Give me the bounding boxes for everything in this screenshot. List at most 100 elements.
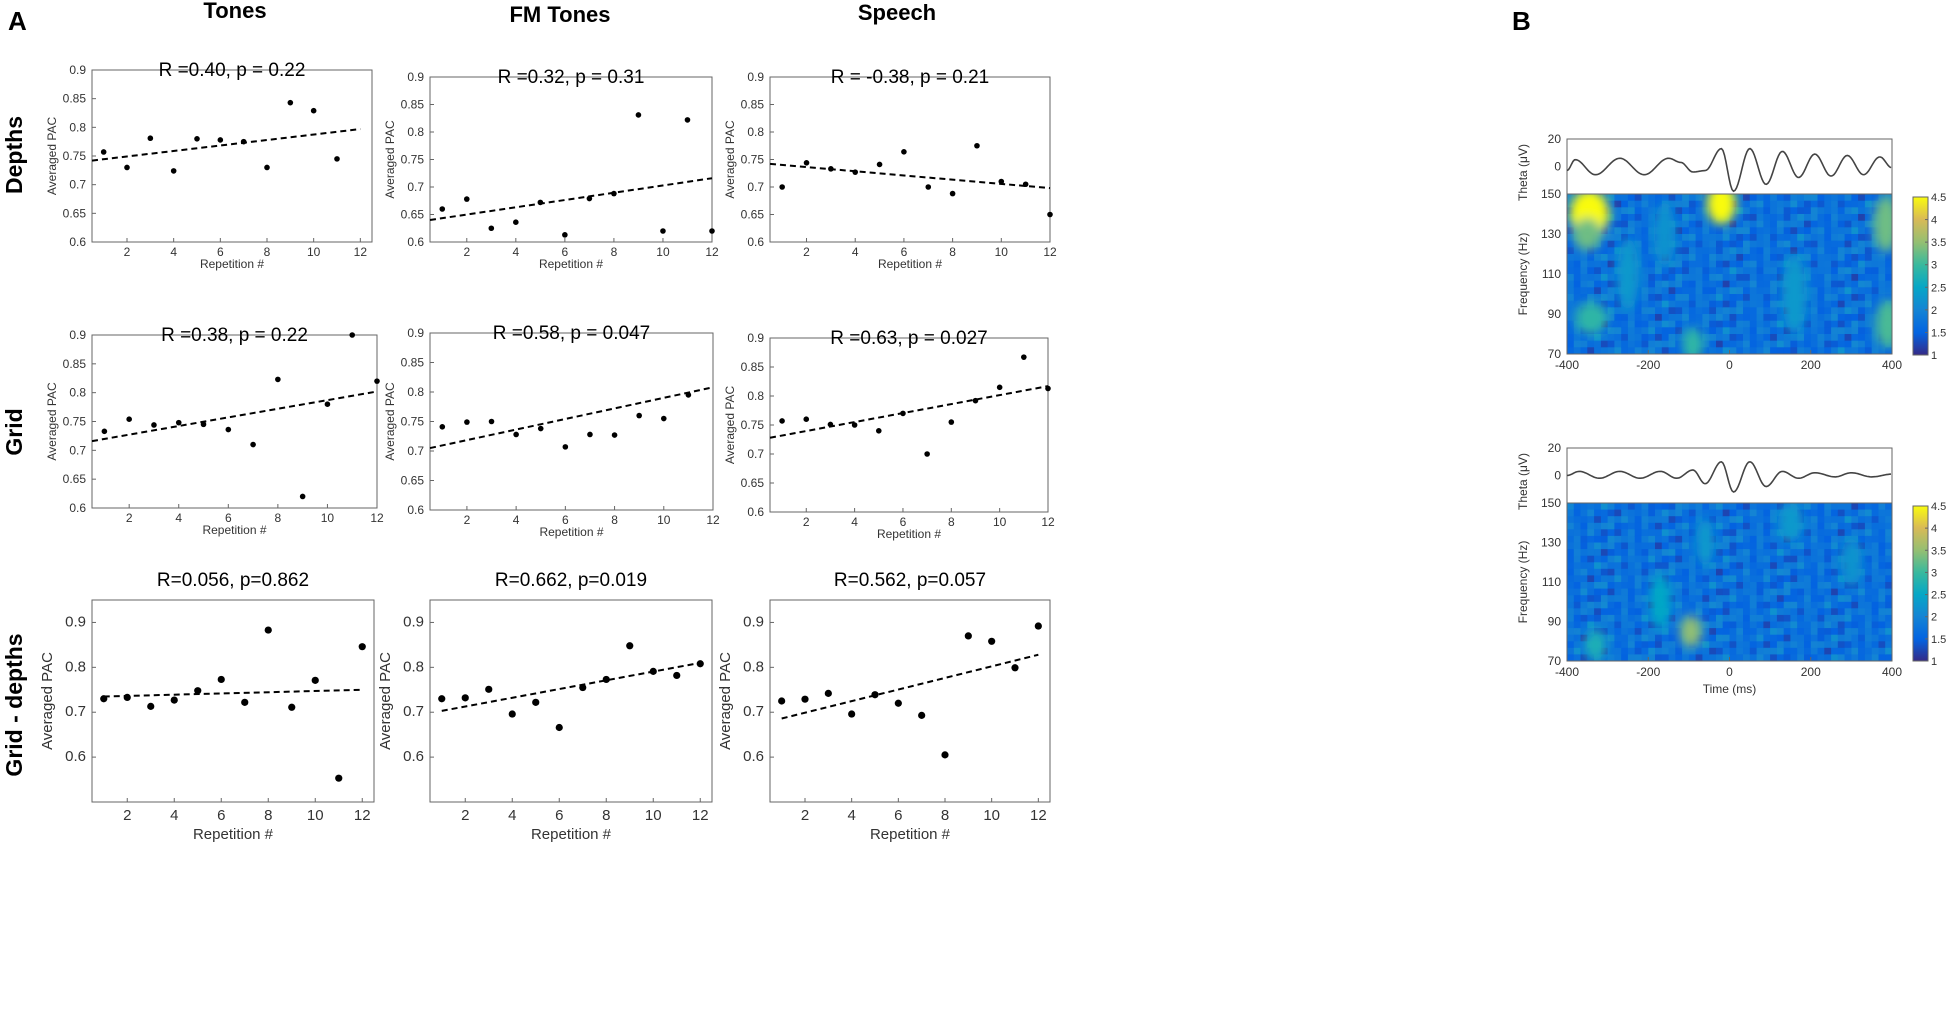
spectrogram-cell bbox=[1851, 608, 1859, 616]
spectrogram-cell bbox=[1851, 641, 1859, 649]
y-tick-label: 0.85 bbox=[63, 92, 87, 106]
spectrogram-cell bbox=[1675, 555, 1683, 563]
spectrogram-cell bbox=[1627, 568, 1636, 576]
spectrogram-cell bbox=[1749, 628, 1758, 636]
spectrogram-cell bbox=[1716, 654, 1724, 661]
data-point bbox=[635, 112, 642, 118]
x-tick-label: 2 bbox=[803, 245, 810, 259]
spectrogram-cell bbox=[1878, 347, 1886, 354]
spectrogram-cell bbox=[1878, 575, 1886, 583]
spectrogram-y-tick-label: 90 bbox=[1548, 615, 1562, 629]
y-tick-label: 0.85 bbox=[401, 356, 425, 370]
spectrogram-cell bbox=[1567, 334, 1575, 342]
spectrogram-cell bbox=[1641, 522, 1649, 530]
spectrogram-cell bbox=[1580, 280, 1588, 288]
y-tick-label: 0.8 bbox=[747, 125, 764, 139]
spectrogram-cell bbox=[1749, 654, 1758, 661]
spectrogram-cell bbox=[1729, 516, 1737, 524]
colorbar-tick-label: 4.5 bbox=[1931, 501, 1946, 513]
spectrogram-cell bbox=[1675, 535, 1683, 544]
colorbar-tick-label: 4 bbox=[1931, 215, 1937, 227]
data-point bbox=[996, 384, 1003, 391]
spectrogram-cell bbox=[1804, 207, 1812, 215]
spectrogram-cell bbox=[1749, 287, 1758, 295]
spectrogram-cell bbox=[1600, 260, 1609, 268]
spectrogram-cell bbox=[1837, 287, 1846, 295]
x-tick-label: 6 bbox=[900, 515, 907, 529]
spectrogram-cell bbox=[1587, 568, 1595, 576]
spectrogram-cell bbox=[1824, 608, 1832, 616]
spectrogram-cell bbox=[1607, 240, 1615, 248]
spectrogram-cell bbox=[1607, 641, 1615, 649]
spectrogram-cell bbox=[1858, 549, 1866, 557]
spectrogram-cell bbox=[1797, 628, 1805, 636]
spectrogram-cell bbox=[1810, 647, 1819, 655]
spectrogram-cell bbox=[1567, 588, 1575, 596]
spectrogram-cell bbox=[1695, 320, 1703, 328]
spectrogram-cell bbox=[1607, 628, 1615, 636]
spectrogram-cell bbox=[1776, 220, 1785, 228]
spectrogram-cell bbox=[1648, 214, 1656, 222]
spectrogram-cell bbox=[1627, 621, 1636, 629]
spectrogram-cell bbox=[1587, 542, 1595, 550]
spectrogram-cell bbox=[1641, 568, 1649, 576]
spectrogram-cell bbox=[1783, 595, 1792, 603]
spectrogram-cell bbox=[1716, 641, 1724, 649]
spectrogram-cell bbox=[1655, 314, 1663, 322]
spectrogram-cell bbox=[1688, 516, 1697, 524]
spectrogram-cell bbox=[1810, 542, 1819, 550]
spectrogram-cell bbox=[1675, 320, 1683, 328]
axes-frame bbox=[429, 599, 713, 803]
spectrogram-cell bbox=[1648, 274, 1656, 282]
spectrogram-cell bbox=[1567, 503, 1575, 511]
spectrogram-cell bbox=[1736, 522, 1744, 530]
spectrogram-cell bbox=[1695, 294, 1703, 302]
theta-waveform bbox=[1566, 460, 1892, 493]
spectrogram-cell bbox=[1621, 320, 1629, 328]
spectrogram-cell bbox=[1831, 234, 1839, 242]
spectrogram-cell bbox=[1743, 214, 1751, 222]
spectrogram-cell bbox=[1607, 582, 1615, 590]
spectrogram-cell bbox=[1864, 614, 1873, 623]
spectrogram-cell bbox=[1790, 227, 1798, 235]
spectrogram-cell bbox=[1600, 529, 1609, 537]
spectrogram-cell bbox=[1567, 568, 1575, 576]
spectrogram-cell bbox=[1831, 621, 1839, 629]
data-point bbox=[299, 493, 306, 500]
spectrogram-cell bbox=[1756, 200, 1764, 208]
spectrogram-cell bbox=[1756, 327, 1764, 335]
x-tick-label: 4 bbox=[847, 807, 855, 824]
spectrogram-cell bbox=[1804, 595, 1812, 603]
spectrogram-cell bbox=[1736, 240, 1744, 248]
spectrogram-cell bbox=[1770, 327, 1778, 335]
spectrogram-cell bbox=[1627, 503, 1636, 511]
spectrogram-cell bbox=[1702, 254, 1710, 262]
spectrogram-x-tick-label: -200 bbox=[1636, 358, 1660, 372]
spectrogram-cell bbox=[1580, 274, 1588, 282]
spectrogram-cell bbox=[1858, 516, 1866, 524]
spectrogram-cell bbox=[1682, 207, 1690, 215]
spectrogram-cell bbox=[1871, 200, 1880, 208]
spectrogram-cell bbox=[1614, 294, 1622, 302]
spectrogram-cell bbox=[1858, 568, 1866, 576]
spectrogram-cell bbox=[1621, 327, 1629, 335]
spectrogram-cell bbox=[1743, 267, 1751, 275]
spectrogram-cell bbox=[1871, 340, 1880, 348]
spectrogram-cell bbox=[1770, 194, 1778, 202]
spectrogram-cell bbox=[1648, 575, 1656, 583]
data-point bbox=[324, 401, 331, 408]
data-point bbox=[374, 378, 380, 384]
spectrogram-cell bbox=[1716, 575, 1724, 583]
y-tick-label: 0.75 bbox=[741, 153, 765, 167]
spectrogram-cell bbox=[1756, 516, 1764, 524]
spectrogram-cell bbox=[1607, 509, 1615, 517]
spectrogram-cell bbox=[1804, 254, 1812, 262]
spectrogram-cell bbox=[1770, 314, 1778, 322]
trace-frame bbox=[1566, 447, 1893, 504]
spectrogram-cell bbox=[1858, 614, 1866, 623]
spectrogram-cell bbox=[1783, 588, 1792, 596]
spectrogram-cell bbox=[1655, 509, 1663, 517]
spectrogram-cell bbox=[1749, 234, 1758, 242]
spectrogram-cell bbox=[1648, 503, 1656, 511]
spectrogram-cell bbox=[1797, 575, 1805, 583]
